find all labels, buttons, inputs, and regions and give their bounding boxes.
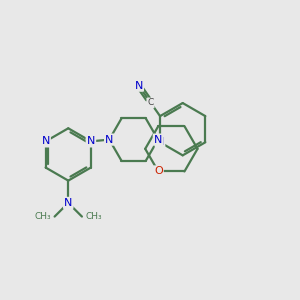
Text: N: N: [64, 198, 73, 208]
Text: N: N: [87, 136, 95, 146]
Text: N: N: [105, 135, 113, 145]
Text: O: O: [154, 167, 163, 176]
Text: C: C: [147, 98, 154, 107]
Text: CH₃: CH₃: [85, 212, 102, 221]
Text: CH₃: CH₃: [34, 212, 51, 221]
Text: N: N: [154, 135, 162, 145]
Text: N: N: [41, 136, 50, 146]
Text: N: N: [134, 81, 143, 91]
Text: N: N: [156, 137, 164, 147]
